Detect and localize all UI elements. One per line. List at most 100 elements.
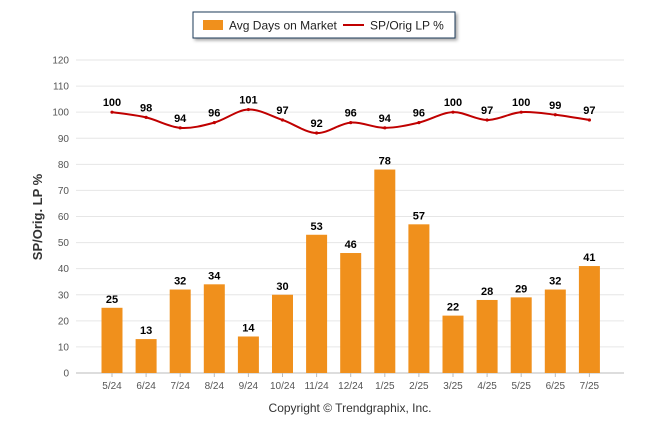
y-tick-label: 0 (63, 369, 69, 380)
legend-swatch-bar (203, 20, 223, 30)
line-value-label: 94 (379, 113, 392, 125)
x-tick-label: 6/24 (136, 381, 156, 392)
bar-value-label: 34 (208, 270, 221, 282)
bar (237, 336, 259, 373)
line-value-label: 100 (444, 97, 462, 109)
line-value-label: 98 (140, 102, 152, 114)
bar-value-label: 14 (242, 322, 255, 334)
line-value-label: 97 (583, 105, 595, 117)
line-value-label: 100 (103, 97, 121, 109)
x-tick-label: 10/24 (270, 381, 295, 392)
bar-value-label: 46 (345, 239, 357, 251)
line-point (110, 110, 114, 114)
x-axis-ticks: 5/24 6/24 7/24 8/24 9/24 10/24 11/24 12/24 1/25 2… (102, 373, 600, 392)
line-point (349, 121, 353, 125)
y-tick-label: 40 (58, 264, 70, 275)
y-axis-ticks: 0 10 20 30 40 50 60 70 80 90 100 110 120 (52, 56, 69, 380)
bar (510, 297, 532, 373)
bar (408, 224, 430, 373)
bar (442, 315, 464, 373)
line-point (178, 126, 182, 130)
y-tick-label: 120 (52, 56, 69, 67)
x-tick-label: 6/25 (546, 381, 566, 392)
data-labels: 25 13 32 34 14 30 53 46 78 57 22 28 29 32 41 100 98 94 96 1… (103, 95, 596, 338)
x-tick-label: 11/24 (304, 381, 329, 392)
line-value-label: 97 (481, 105, 493, 117)
x-tick-label: 5/25 (511, 381, 531, 392)
bar-value-label: 28 (481, 286, 493, 298)
bar-value-label: 29 (515, 283, 527, 295)
y-tick-label: 20 (58, 316, 70, 327)
line-point (144, 115, 148, 119)
line-value-label: 92 (310, 118, 322, 130)
line-value-label: 94 (174, 113, 187, 125)
bar-value-label: 13 (140, 325, 152, 337)
bar (476, 299, 498, 373)
x-tick-label: 8/24 (205, 381, 225, 392)
legend-label-bar: Avg Days on Market (229, 19, 337, 33)
x-tick-label: 12/24 (338, 381, 363, 392)
line-point (451, 110, 455, 114)
y-tick-label: 60 (58, 212, 70, 223)
bar-value-label: 22 (447, 302, 459, 314)
x-tick-label: 3/25 (443, 381, 463, 392)
bar-value-label: 32 (174, 276, 186, 288)
bar (306, 234, 328, 373)
x-tick-label: 2/25 (409, 381, 429, 392)
copyright-footer: Copyright © Trendgraphix, Inc. (269, 401, 432, 415)
bar (374, 169, 396, 373)
y-tick-label: 30 (58, 290, 70, 301)
y-tick-label: 90 (58, 134, 70, 145)
bar (203, 284, 225, 373)
line-value-label: 96 (208, 108, 220, 120)
y-tick-label: 50 (58, 238, 70, 249)
y-tick-label: 110 (53, 82, 69, 93)
x-tick-label: 5/24 (102, 381, 122, 392)
y-tick-label: 100 (52, 108, 69, 119)
y-axis-title: SP/Orig. LP % (30, 173, 45, 260)
line-point (315, 131, 319, 135)
y-tick-label: 70 (58, 186, 70, 197)
x-tick-label: 4/25 (477, 381, 497, 392)
line-point (553, 113, 557, 117)
x-tick-label: 7/24 (170, 381, 190, 392)
line-value-label: 100 (512, 97, 530, 109)
bar (544, 289, 566, 373)
bar-series (101, 169, 600, 373)
line-value-label: 96 (413, 108, 425, 120)
y-tick-label: 10 (58, 342, 70, 353)
legend: Avg Days on Market SP/Orig LP % (192, 11, 456, 39)
bar-value-label: 41 (583, 252, 595, 264)
bar (101, 307, 123, 373)
bar-value-label: 30 (276, 281, 288, 293)
y-tick-label: 80 (58, 160, 70, 171)
line-value-label: 99 (549, 100, 561, 112)
line-point (246, 107, 250, 112)
x-tick-label: 7/25 (580, 381, 600, 392)
line-point (485, 118, 489, 122)
x-tick-label: 1/25 (375, 381, 395, 392)
line-point (280, 118, 285, 122)
line-point (212, 121, 216, 125)
bar-value-label: 78 (379, 156, 391, 168)
legend-box (192, 11, 456, 39)
line-series (110, 107, 592, 135)
bar (135, 339, 157, 373)
line-point (519, 110, 523, 114)
line-point (417, 121, 421, 125)
bar-value-label: 32 (549, 276, 561, 288)
bar-value-label: 53 (310, 221, 322, 233)
bar (578, 266, 600, 373)
bar (272, 294, 293, 373)
line-point (587, 118, 592, 122)
line-point (383, 126, 387, 130)
line-value-label: 97 (276, 105, 288, 117)
bar-value-label: 57 (413, 210, 425, 222)
line-value-label: 96 (345, 108, 357, 120)
bar (340, 253, 362, 373)
bar-value-label: 25 (106, 294, 118, 306)
legend-label-line: SP/Orig LP % (370, 19, 444, 33)
line-value-label: 101 (239, 95, 257, 107)
